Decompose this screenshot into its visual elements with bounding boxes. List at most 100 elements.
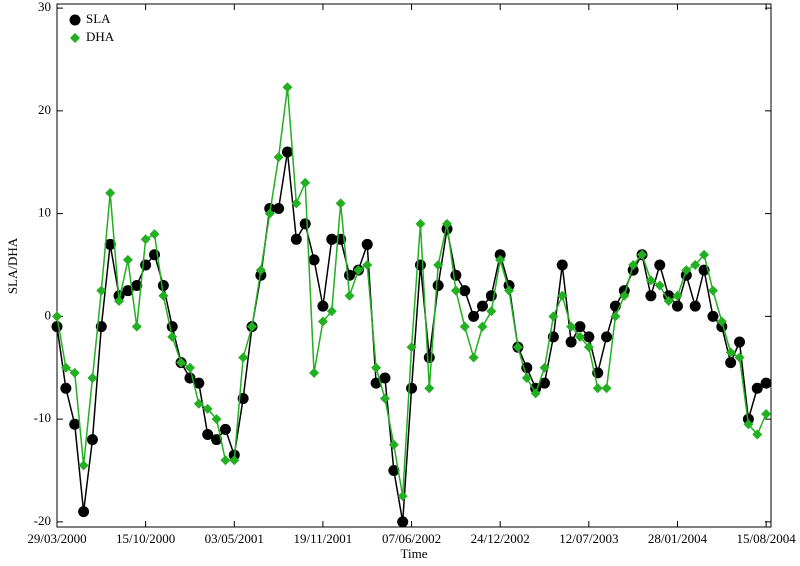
- point: [556, 259, 568, 271]
- point: [716, 316, 727, 327]
- point: [317, 316, 328, 327]
- point: [476, 300, 488, 312]
- point: [326, 233, 338, 245]
- point: [184, 362, 195, 373]
- point: [583, 342, 594, 353]
- point: [255, 269, 267, 281]
- point: [645, 275, 656, 286]
- point: [725, 347, 736, 358]
- point: [654, 280, 665, 291]
- point: [308, 254, 320, 266]
- point: [131, 321, 142, 332]
- legend-marker: [69, 14, 81, 26]
- point: [282, 82, 293, 93]
- point: [734, 352, 745, 363]
- x-tick-label: 28/01/2004: [648, 531, 708, 546]
- point: [415, 218, 426, 229]
- y-axis-label: SLA/DHA: [5, 237, 20, 294]
- point: [539, 362, 550, 373]
- y-tick-label: 30: [38, 0, 51, 14]
- point: [379, 393, 390, 404]
- point: [309, 367, 320, 378]
- point: [628, 259, 639, 270]
- point: [610, 311, 621, 322]
- point: [114, 295, 125, 306]
- point: [86, 434, 98, 446]
- point: [202, 403, 213, 414]
- point: [211, 434, 223, 446]
- point: [406, 342, 417, 353]
- point: [663, 295, 674, 306]
- point: [450, 285, 461, 296]
- point: [512, 342, 523, 353]
- point: [51, 321, 63, 333]
- point: [69, 418, 81, 430]
- point: [424, 383, 435, 394]
- point: [388, 439, 399, 450]
- point: [281, 146, 293, 158]
- point: [734, 336, 746, 348]
- x-tick-label: 15/10/2000: [116, 531, 175, 546]
- point: [565, 336, 577, 348]
- point: [406, 382, 418, 394]
- point: [433, 259, 444, 270]
- point: [167, 331, 178, 342]
- point: [176, 357, 187, 368]
- point: [255, 265, 266, 276]
- point: [645, 290, 657, 302]
- point: [751, 382, 763, 394]
- point: [468, 310, 480, 322]
- point: [326, 306, 337, 317]
- point: [335, 198, 346, 209]
- point: [78, 460, 89, 471]
- point: [432, 280, 444, 292]
- point: [699, 249, 710, 260]
- point: [87, 373, 98, 384]
- point: [450, 269, 462, 281]
- point: [317, 300, 329, 312]
- point: [273, 152, 284, 163]
- point: [397, 491, 408, 502]
- point: [264, 202, 276, 214]
- point: [353, 265, 364, 276]
- point: [157, 280, 169, 292]
- point: [459, 321, 470, 332]
- point: [752, 429, 763, 440]
- point: [105, 188, 116, 199]
- point: [158, 290, 169, 301]
- point: [548, 311, 559, 322]
- point: [530, 388, 541, 399]
- point: [291, 198, 302, 209]
- point: [290, 233, 302, 245]
- point: [619, 290, 630, 301]
- x-tick-label: 29/03/2000: [27, 531, 86, 546]
- point: [689, 300, 701, 312]
- y-tick-label: -20: [34, 513, 51, 528]
- point: [149, 229, 160, 240]
- point: [707, 310, 719, 322]
- point: [574, 331, 585, 342]
- point: [211, 414, 222, 425]
- point: [486, 306, 497, 317]
- point: [60, 362, 71, 373]
- point: [362, 259, 373, 270]
- point: [566, 321, 577, 332]
- point: [193, 377, 205, 389]
- point: [219, 423, 231, 435]
- point: [96, 285, 107, 296]
- y-tick-label: 0: [45, 307, 52, 322]
- point: [521, 373, 532, 384]
- point: [495, 254, 506, 265]
- point: [140, 259, 152, 271]
- point: [344, 290, 355, 301]
- point: [370, 377, 382, 389]
- point: [539, 377, 551, 389]
- x-tick-label: 24/12/2002: [471, 531, 530, 546]
- point: [361, 238, 373, 250]
- y-tick-label: 10: [38, 205, 51, 220]
- plot-frame: [56, 3, 772, 528]
- point: [681, 265, 692, 276]
- point: [388, 464, 400, 476]
- point: [229, 455, 240, 466]
